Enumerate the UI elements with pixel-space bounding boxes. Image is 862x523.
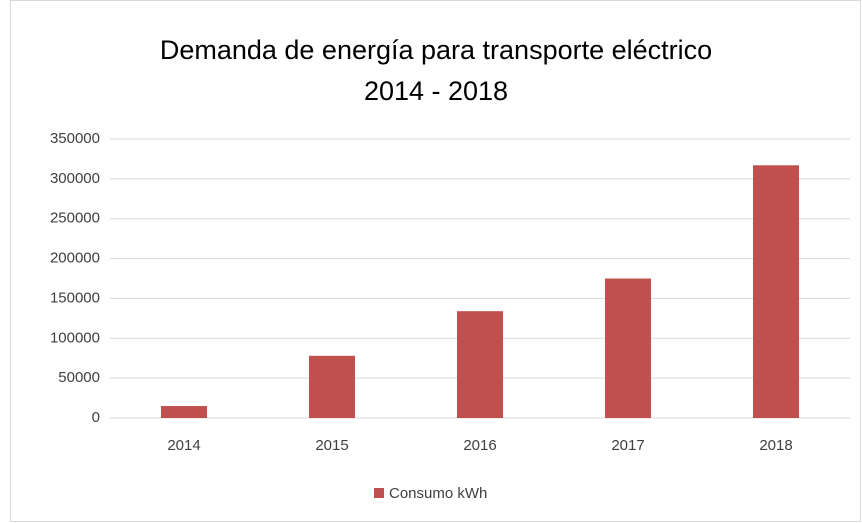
legend-swatch: [374, 488, 384, 498]
x-tick-label: 2018: [759, 437, 792, 454]
y-tick-label: 300000: [50, 170, 100, 187]
chart-title: 2014 - 2018: [364, 76, 508, 106]
y-tick-label: 250000: [50, 210, 100, 227]
y-tick-label: 100000: [50, 329, 100, 346]
x-tick-label: 2014: [167, 437, 200, 454]
legend-label: Consumo kWh: [389, 485, 487, 502]
bar: [753, 165, 799, 418]
x-tick-label: 2015: [315, 437, 348, 454]
y-tick-label: 50000: [58, 369, 100, 386]
y-tick-label: 350000: [50, 130, 100, 147]
bar: [309, 355, 355, 418]
y-tick-label: 150000: [50, 289, 100, 306]
bar: [161, 406, 207, 418]
x-tick-label: 2016: [463, 437, 496, 454]
y-tick-label: 200000: [50, 250, 100, 267]
x-tick-label: 2017: [611, 437, 644, 454]
chart-title: Demanda de energía para transporte eléct…: [160, 35, 712, 65]
y-tick-label: 0: [92, 409, 100, 426]
bar: [457, 311, 503, 418]
chart-frame: [10, 0, 861, 522]
bar: [605, 278, 651, 418]
